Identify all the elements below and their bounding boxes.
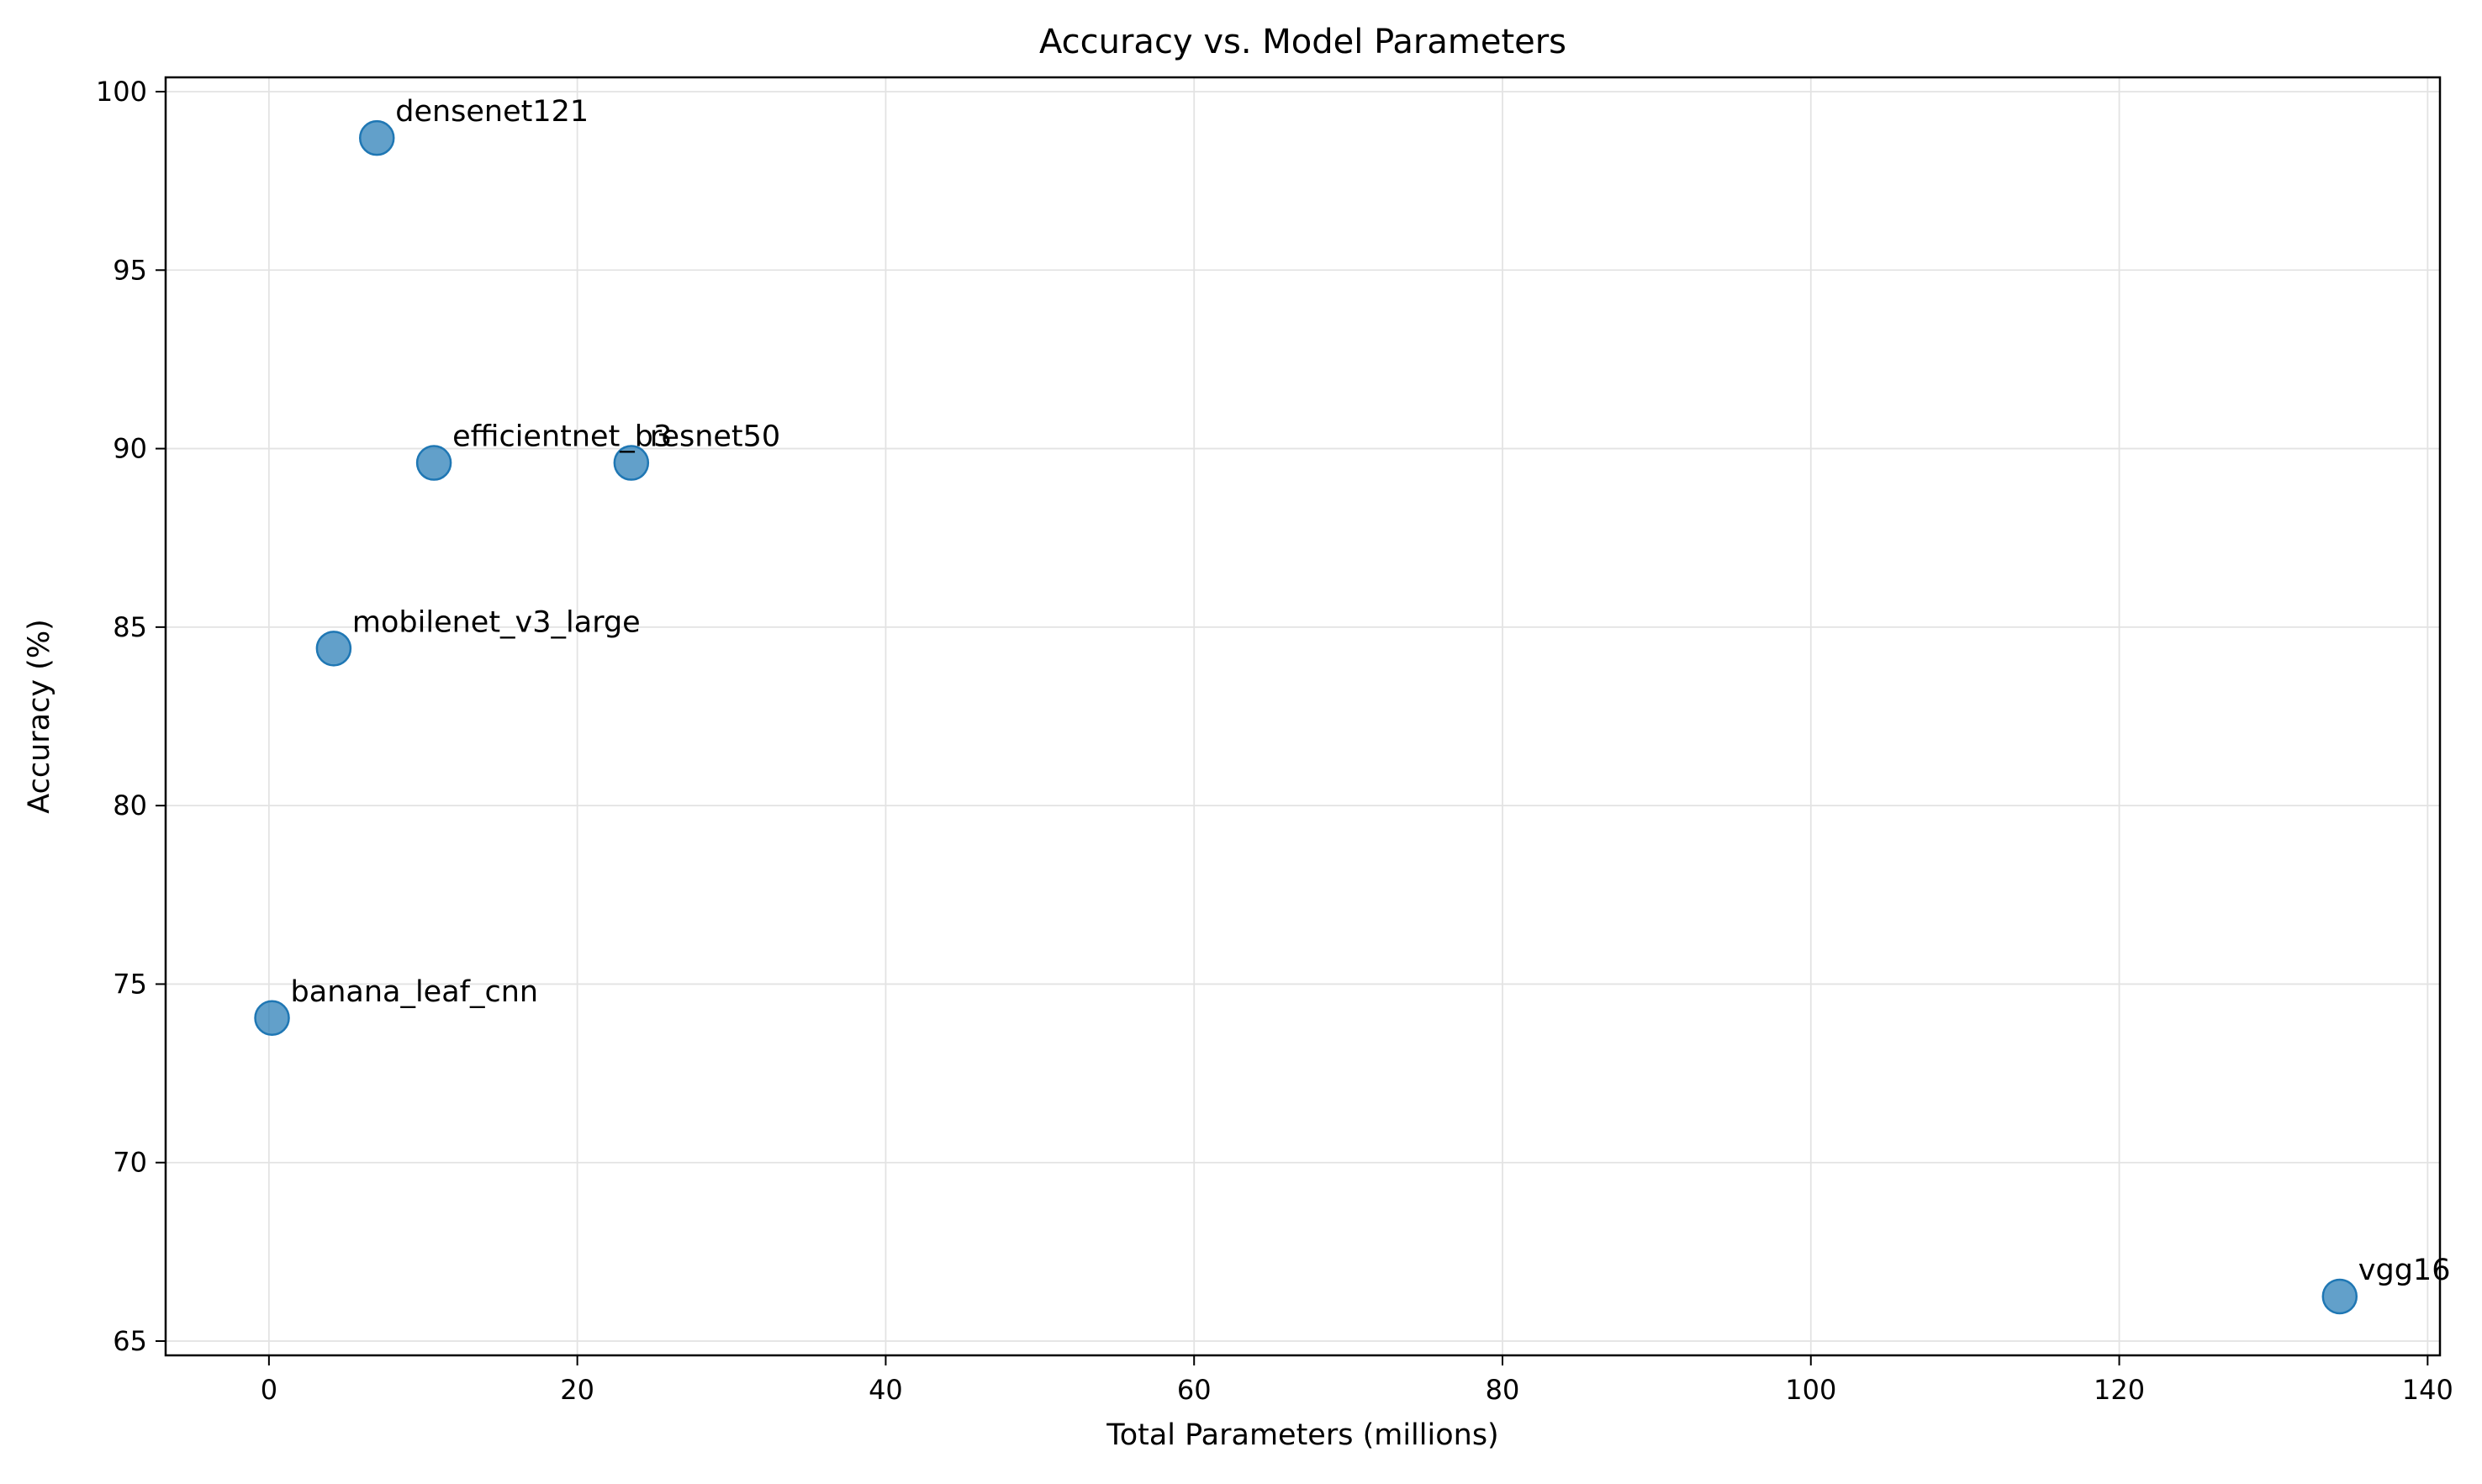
y-tick-label: 95	[113, 254, 147, 286]
data-point	[415, 445, 452, 481]
x-tick-label: 120	[2094, 1374, 2145, 1406]
data-point	[2321, 1278, 2358, 1315]
y-tick-label: 100	[96, 76, 147, 108]
data-point	[254, 1000, 290, 1037]
y-tick-label: 90	[113, 433, 147, 465]
y-tick-label: 70	[113, 1147, 147, 1179]
tick-layer: 0 20 40 60 80 100 120 140 65 70 75 80 85 90 95 100	[96, 76, 2453, 1406]
data-point	[358, 119, 395, 156]
y-tick-label: 80	[113, 790, 147, 821]
x-tick-label: 40	[869, 1374, 903, 1406]
point-label: resnet50	[650, 420, 780, 454]
x-tick-label: 100	[1785, 1374, 1836, 1406]
point-label: mobilenet_v3_large	[352, 605, 641, 639]
data-point	[613, 445, 650, 481]
y-tick-label: 65	[113, 1325, 147, 1357]
point-label: vgg16	[2358, 1254, 2451, 1287]
point-label: densenet121	[395, 95, 589, 129]
y-axis-title: Accuracy (%)	[23, 619, 56, 813]
points-layer	[254, 119, 2358, 1315]
x-axis-title: Total Parameters (millions)	[1106, 1418, 1498, 1452]
data-point	[315, 631, 352, 667]
y-tick-label: 75	[113, 968, 147, 1000]
point-label: banana_leaf_cnn	[291, 975, 539, 1009]
chart-title: Accuracy vs. Model Parameters	[1039, 23, 1566, 61]
y-tick-label: 85	[113, 611, 147, 643]
x-tick-label: 20	[560, 1374, 594, 1406]
x-tick-label: 60	[1177, 1374, 1212, 1406]
plot-area-frame	[164, 76, 2442, 1357]
x-tick-label: 140	[2402, 1374, 2453, 1406]
grid-layer	[166, 77, 2440, 1355]
x-tick-label: 80	[1486, 1374, 1520, 1406]
x-tick-label: 0	[261, 1374, 277, 1406]
point-label: efficientnet_b3	[452, 420, 672, 454]
